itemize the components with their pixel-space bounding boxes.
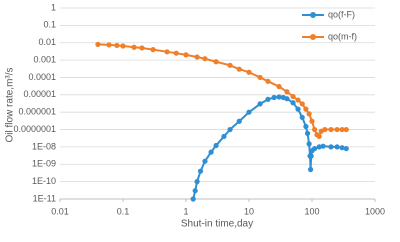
marker xyxy=(173,50,179,56)
marker xyxy=(236,118,242,124)
marker xyxy=(202,56,208,62)
marker xyxy=(194,179,200,185)
y-tick-label: 1E-08 xyxy=(32,141,56,151)
marker xyxy=(308,153,314,159)
marker xyxy=(221,133,227,140)
marker xyxy=(265,96,271,102)
marker xyxy=(150,47,156,53)
marker xyxy=(322,126,328,133)
marker xyxy=(213,142,219,149)
marker xyxy=(131,44,137,50)
x-tick-label: 10 xyxy=(244,206,254,216)
y-tick-label: 0.1 xyxy=(43,20,56,30)
marker xyxy=(213,59,219,65)
marker xyxy=(164,49,170,55)
marker xyxy=(334,144,340,150)
y-tick-label: 1E-11 xyxy=(33,193,56,203)
marker xyxy=(290,93,296,100)
marker xyxy=(343,145,349,152)
y-tick-label: 0.0000001 xyxy=(13,124,56,134)
marker xyxy=(227,126,233,133)
marker xyxy=(227,62,233,68)
legend-label: qo(f-F) xyxy=(328,9,355,19)
marker xyxy=(139,45,145,51)
marker xyxy=(320,143,326,149)
marker xyxy=(299,114,305,121)
marker xyxy=(312,126,318,133)
marker xyxy=(343,126,349,133)
marker xyxy=(312,145,318,152)
marker xyxy=(194,54,200,60)
y-tick-label: 1E-10 xyxy=(32,176,56,186)
marker xyxy=(271,94,277,101)
marker xyxy=(303,123,309,130)
marker xyxy=(276,94,282,100)
series-line xyxy=(97,43,347,139)
marker xyxy=(202,158,208,164)
x-tick-label: 0.01 xyxy=(51,206,69,216)
marker xyxy=(306,111,312,117)
marker xyxy=(265,78,271,84)
marker xyxy=(236,66,242,72)
marker xyxy=(303,106,309,112)
marker xyxy=(257,74,263,81)
y-tick-label: 0.00001 xyxy=(23,89,56,99)
marker xyxy=(192,188,198,194)
marker xyxy=(120,43,126,49)
marker xyxy=(295,97,301,103)
y-tick-label: 0.01 xyxy=(38,37,56,47)
marker xyxy=(307,166,314,173)
marker xyxy=(339,145,345,151)
marker xyxy=(208,149,214,155)
marker xyxy=(316,133,322,140)
y-tick-label: 0.001 xyxy=(33,54,56,64)
marker xyxy=(95,41,101,48)
marker xyxy=(257,101,263,107)
marker xyxy=(328,144,334,150)
marker xyxy=(290,100,296,106)
marker xyxy=(309,118,315,124)
marker xyxy=(304,130,311,136)
marker xyxy=(114,42,120,49)
y-tick-label: 1 xyxy=(51,2,56,12)
x-tick-label: 1000 xyxy=(365,206,385,216)
y-tick-label: 0.0001 xyxy=(28,72,56,82)
y-tick-label: 0.000001 xyxy=(18,107,56,117)
marker xyxy=(246,69,252,75)
chart: Shut-in time,day Oil flow rate,m³/s 1 0.1… xyxy=(5,2,385,230)
marker xyxy=(106,42,112,48)
marker xyxy=(334,126,340,133)
marker xyxy=(276,83,282,90)
marker xyxy=(339,126,345,133)
marker xyxy=(197,168,204,174)
marker xyxy=(190,196,196,202)
marker xyxy=(246,109,252,115)
legend-label: qo(m-f) xyxy=(328,31,357,41)
x-tick-label: 100 xyxy=(304,206,319,216)
marker xyxy=(328,126,334,133)
x-tick-label: 0.1 xyxy=(117,206,130,216)
x-axis-label: Shut-in time,day xyxy=(181,219,253,230)
x-tick-label: 1 xyxy=(183,206,188,216)
y-axis-label: Oil flow rate,m³/s xyxy=(5,67,16,142)
marker xyxy=(295,106,301,112)
legend-marker xyxy=(310,12,316,18)
marker xyxy=(316,144,322,150)
marker xyxy=(284,96,290,102)
marker xyxy=(284,89,290,95)
y-tick-label: 1E-09 xyxy=(32,159,56,169)
marker xyxy=(299,101,305,107)
marker xyxy=(183,52,189,58)
legend-marker xyxy=(310,34,316,40)
marker xyxy=(306,141,312,147)
